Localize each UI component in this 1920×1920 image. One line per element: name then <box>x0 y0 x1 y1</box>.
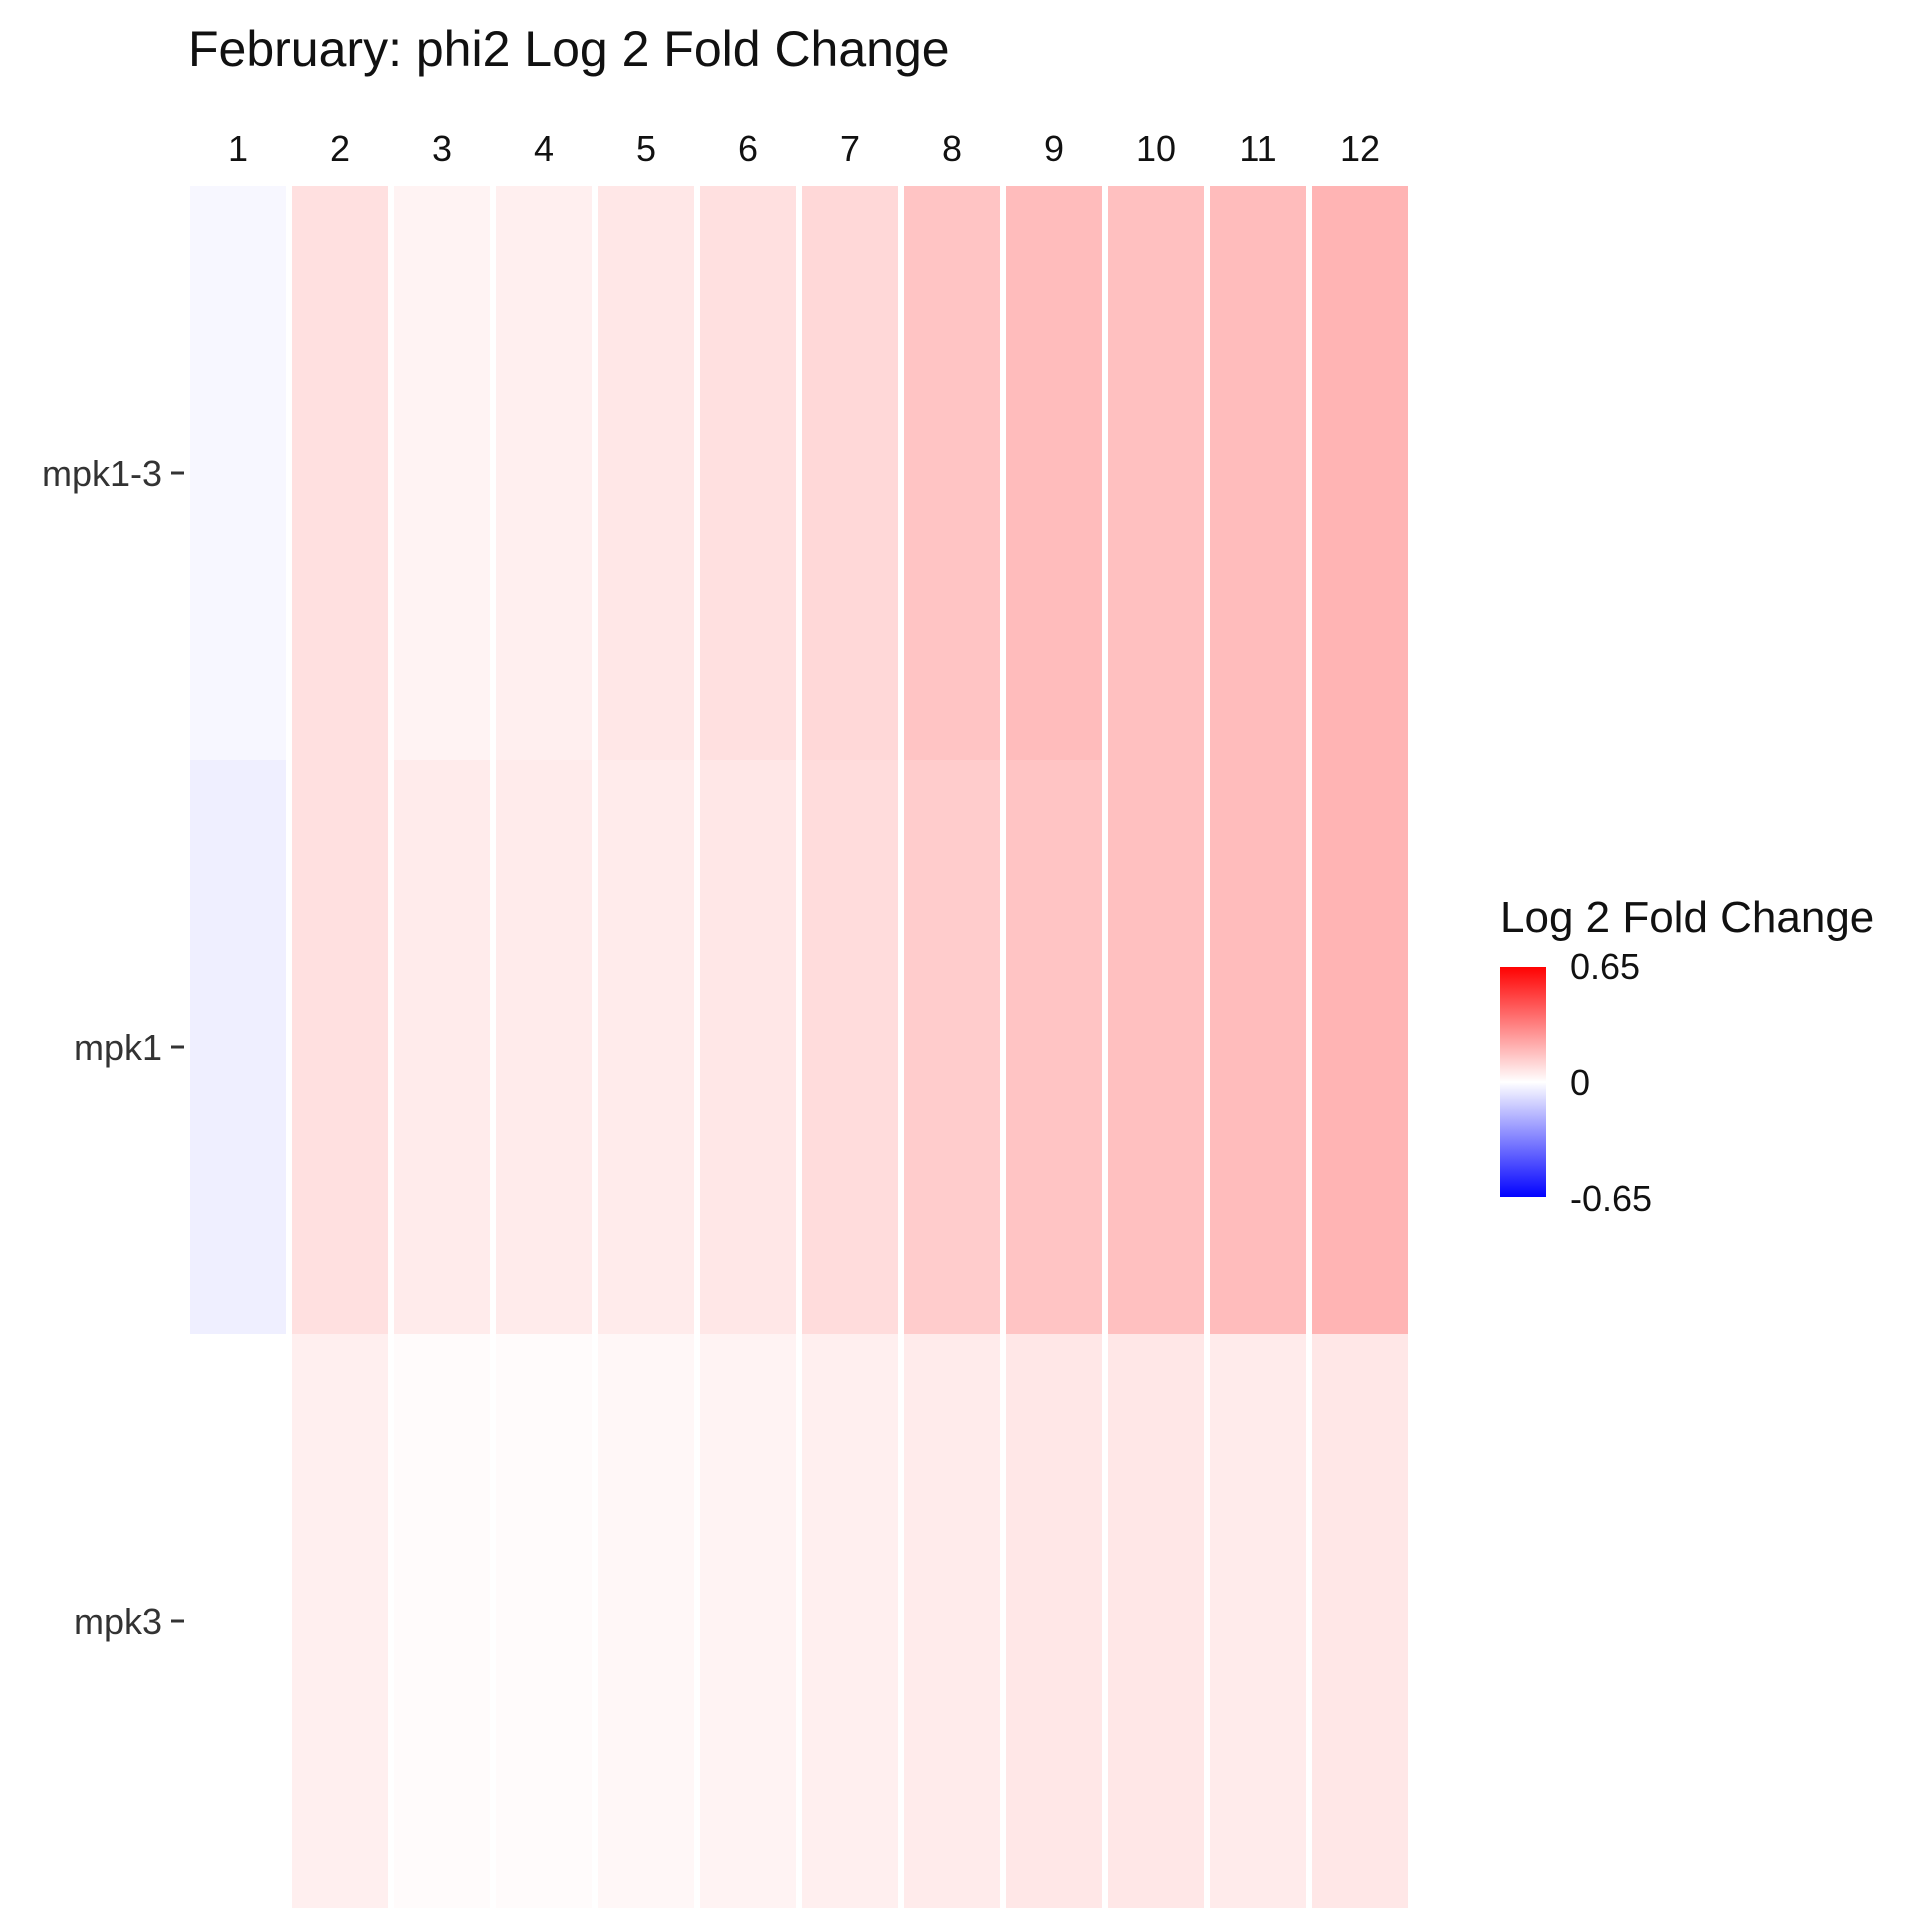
column-label-9: 9 <box>1044 128 1064 169</box>
cell-mpk1-3-9 <box>1006 186 1102 760</box>
legend-title: Log 2 Fold Change <box>1500 893 1874 942</box>
cell-mpk1-3 <box>394 760 490 1334</box>
column-label-8: 8 <box>942 128 962 169</box>
cell-mpk1-11 <box>1210 760 1306 1334</box>
legend-tick-label: 0.65 <box>1570 946 1640 987</box>
cell-mpk1-3-3 <box>394 186 490 760</box>
cell-mpk1-3-12 <box>1312 186 1408 760</box>
cell-mpk1-12 <box>1312 760 1408 1334</box>
heatmap-cells <box>190 186 1408 1908</box>
cell-mpk3-9 <box>1006 1334 1102 1908</box>
column-label-11: 11 <box>1239 128 1276 169</box>
column-label-1: 1 <box>228 128 248 169</box>
cell-mpk3-3 <box>394 1334 490 1908</box>
cell-mpk1-4 <box>496 760 592 1334</box>
cell-mpk1-3-11 <box>1210 186 1306 760</box>
cell-mpk1-9 <box>1006 760 1102 1334</box>
legend-tick-label: -0.65 <box>1570 1178 1652 1219</box>
column-label-12: 12 <box>1340 128 1380 169</box>
column-labels: 1 2 3 4 5 6 7 8 9 10 11 12 <box>228 128 1380 169</box>
cell-mpk1-3-7 <box>802 186 898 760</box>
cell-mpk1-7 <box>802 760 898 1334</box>
cell-mpk1-3-6 <box>700 186 796 760</box>
cell-mpk3-12 <box>1312 1334 1408 1908</box>
column-label-5: 5 <box>636 128 656 169</box>
column-label-7: 7 <box>840 128 860 169</box>
row-label-mpk3: mpk3 <box>74 1601 162 1642</box>
cell-mpk1-5 <box>598 760 694 1334</box>
cell-mpk1-3-10 <box>1108 186 1204 760</box>
legend: Log 2 Fold Change 0.65 0 -0.65 <box>1500 893 1874 1219</box>
cell-mpk3-11 <box>1210 1334 1306 1908</box>
cell-mpk3-8 <box>904 1334 1000 1908</box>
cell-mpk1-3-2 <box>292 186 388 760</box>
column-label-10: 10 <box>1136 128 1176 169</box>
cell-mpk3-1 <box>190 1334 286 1908</box>
column-label-3: 3 <box>432 128 452 169</box>
cell-mpk3-7 <box>802 1334 898 1908</box>
cell-mpk1-3-1 <box>190 186 286 760</box>
cell-mpk1-3-4 <box>496 186 592 760</box>
row-label-mpk1: mpk1 <box>74 1027 162 1068</box>
column-label-6: 6 <box>738 128 758 169</box>
cell-mpk3-6 <box>700 1334 796 1908</box>
cell-mpk3-5 <box>598 1334 694 1908</box>
cell-mpk1-10 <box>1108 760 1204 1334</box>
cell-mpk1-1 <box>190 760 286 1334</box>
chart-title: February: phi2 Log 2 Fold Change <box>188 21 950 77</box>
cell-mpk3-2 <box>292 1334 388 1908</box>
cell-mpk1-2 <box>292 760 388 1334</box>
row-label-mpk1-3: mpk1-3 <box>42 453 162 494</box>
cell-mpk1-3-8 <box>904 186 1000 760</box>
cell-mpk1-3-5 <box>598 186 694 760</box>
cell-mpk3-4 <box>496 1334 592 1908</box>
cell-mpk1-6 <box>700 760 796 1334</box>
column-label-2: 2 <box>330 128 350 169</box>
cell-mpk3-10 <box>1108 1334 1204 1908</box>
cell-mpk1-8 <box>904 760 1000 1334</box>
legend-ticks: 0.65 0 -0.65 <box>1500 946 1652 1219</box>
legend-tick-label: 0 <box>1570 1062 1590 1103</box>
column-label-4: 4 <box>534 128 554 169</box>
row-labels: mpk1-3 mpk1 mpk3 <box>42 453 184 1642</box>
